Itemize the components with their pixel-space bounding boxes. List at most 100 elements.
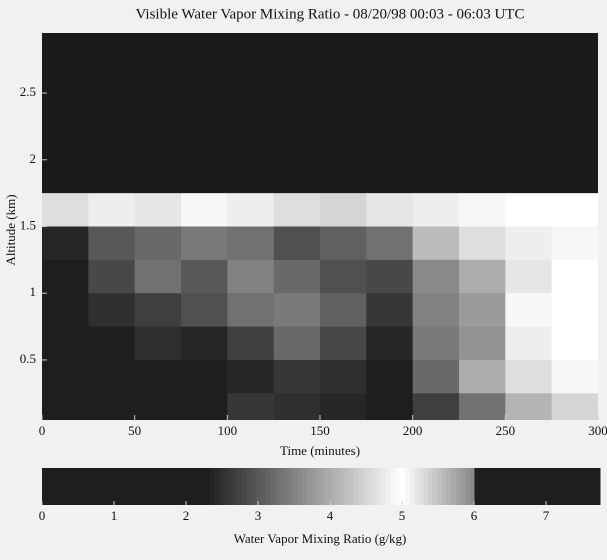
heatmap-cell [134, 193, 182, 227]
colorbar-swatch [483, 468, 489, 505]
heatmap-cell [181, 326, 228, 361]
colorbar-swatch [493, 468, 499, 505]
colorbar-swatch [511, 468, 517, 505]
colorbar-swatch [344, 468, 350, 505]
y-tick-label: 1.5 [20, 217, 36, 232]
colorbar-swatch [195, 468, 201, 505]
heatmap-cell [505, 193, 553, 227]
heatmap-cell [134, 359, 182, 394]
colorbar-swatch [414, 468, 420, 505]
colorbar-tick-label: 6 [471, 508, 478, 523]
heatmap-cell [273, 226, 321, 261]
colorbar-swatch [260, 468, 266, 505]
heatmap-cell [42, 293, 89, 328]
heatmap-cell [551, 393, 598, 420]
colorbar [41, 468, 601, 505]
colorbar-swatch [362, 468, 368, 505]
colorbar-swatch [479, 468, 485, 505]
colorbar-swatch [223, 468, 229, 505]
colorbar-swatch [158, 468, 164, 505]
colorbar-swatch [190, 468, 196, 505]
y-tick-label: 0.5 [20, 351, 36, 366]
heatmap-cell [320, 326, 367, 361]
heatmap-cell [273, 259, 321, 294]
colorbar-swatch [404, 468, 410, 505]
colorbar-swatch [427, 468, 434, 505]
heatmap-cell [459, 193, 506, 227]
x-tick-label: 0 [39, 423, 46, 438]
colorbar-swatch [409, 468, 415, 505]
heatmap-cell [551, 193, 598, 227]
heatmap-cell [134, 293, 182, 328]
heatmap-cell [42, 393, 89, 420]
colorbar-swatch [465, 468, 471, 505]
heatmap-cell [505, 393, 553, 420]
colorbar-swatch [307, 468, 313, 505]
heatmap-cell [42, 326, 89, 361]
colorbar-swatch [432, 468, 438, 505]
colorbar-swatch [232, 468, 238, 505]
colorbar-swatch [218, 468, 224, 505]
heatmap-cell [320, 393, 367, 420]
colorbar-tick-label: 2 [183, 508, 190, 523]
colorbar-tick-label: 1 [111, 508, 118, 523]
heatmap-cell [134, 259, 182, 294]
heatmap-cell [227, 359, 275, 394]
colorbar-swatch [135, 468, 141, 505]
colorbar-swatch [460, 468, 466, 505]
heatmap-cell [551, 293, 598, 328]
colorbar-swatch [55, 468, 62, 505]
heatmap-cell [42, 259, 89, 294]
colorbar-swatch [102, 468, 108, 505]
colorbar-swatch [469, 468, 475, 505]
colorbar-tick-label: 7 [543, 508, 550, 523]
heatmap-cell [505, 293, 553, 328]
x-tick-label: 250 [496, 423, 516, 438]
heatmap-cell [88, 293, 136, 328]
heatmap-cell [366, 259, 414, 294]
colorbar-swatch [51, 468, 57, 505]
heatmap-cell [181, 259, 228, 294]
heatmap-cell [320, 193, 367, 227]
heatmap-cell [505, 226, 553, 261]
x-tick-label: 200 [403, 423, 423, 438]
chart-title: Visible Water Vapor Mixing Ratio - 08/20… [136, 6, 525, 22]
colorbar-swatch [516, 468, 522, 505]
heatmap-cell [88, 193, 136, 227]
colorbar-swatch [572, 468, 578, 505]
heatmap-cell [459, 359, 506, 394]
colorbar-swatch [228, 468, 234, 505]
y-axis-label: Altitude (km) [3, 194, 18, 265]
heatmap-cell [412, 226, 460, 261]
heatmap-cell [88, 226, 136, 261]
colorbar-tick-label: 0 [39, 508, 46, 523]
colorbar-swatch [497, 468, 503, 505]
heatmap-cell [227, 293, 275, 328]
colorbar-swatch [139, 468, 145, 505]
heatmap-cell [181, 293, 228, 328]
colorbar-swatch [302, 468, 308, 505]
colorbar-swatch [97, 468, 103, 505]
colorbar-swatch [358, 468, 364, 505]
colorbar-swatch [79, 468, 85, 505]
colorbar-swatch [372, 468, 378, 505]
colorbar-swatch [74, 468, 80, 505]
heatmap-cell [42, 359, 89, 394]
colorbar-swatch [423, 468, 429, 505]
colorbar-swatch [214, 468, 220, 505]
colorbar-swatch [167, 468, 173, 505]
heatmap-cell [505, 326, 553, 361]
heatmap-cell [366, 326, 414, 361]
heatmap-cell [320, 259, 367, 294]
colorbar-swatch [525, 468, 531, 505]
heatmap-cell [273, 393, 321, 420]
colorbar-swatch [125, 468, 131, 505]
heatmap-cell [320, 293, 367, 328]
colorbar-swatch [204, 468, 210, 505]
heatmap-cell [505, 259, 553, 294]
colorbar-swatch [418, 468, 424, 505]
heatmap-cell [412, 393, 460, 420]
colorbar-swatch [567, 468, 573, 505]
